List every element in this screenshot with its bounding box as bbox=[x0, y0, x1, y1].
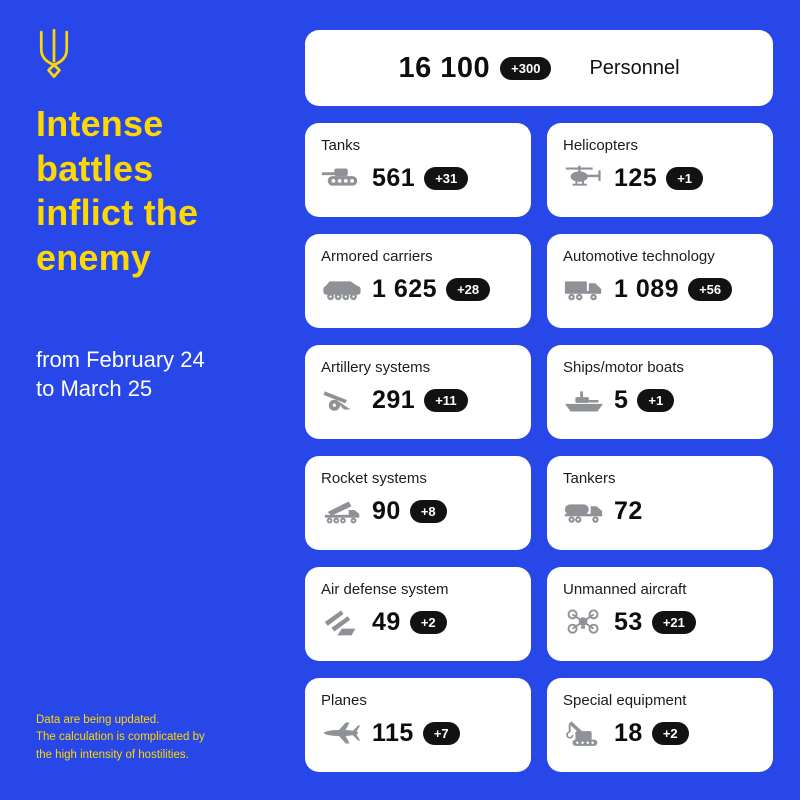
card-stat-row: 72 bbox=[563, 496, 757, 526]
card-label: Rocket systems bbox=[321, 470, 427, 487]
card-label: Unmanned aircraft bbox=[563, 581, 687, 598]
card-stat-row: 291 +11 bbox=[321, 385, 515, 415]
card-value: 1 089 bbox=[614, 274, 680, 303]
card-value: 291 bbox=[372, 385, 416, 414]
card-value: 5 bbox=[614, 385, 629, 414]
personnel-value-group: 16 100 +300 bbox=[398, 51, 552, 85]
footer-note: Data are being updated. The calculation … bbox=[36, 714, 205, 761]
card-stat-row: 561 +31 bbox=[321, 163, 515, 193]
card-value: 49 bbox=[372, 607, 401, 636]
stat-card: Ships/motor boats 5 +1 bbox=[547, 345, 773, 439]
card-value: 90 bbox=[372, 496, 401, 525]
jet-plane-icon bbox=[321, 718, 363, 748]
stat-card: Helicopters 125 +1 bbox=[547, 123, 773, 217]
stats-grid: 16 100 +300 Personnel Tanks 561 +31 Heli… bbox=[305, 30, 773, 772]
card-stat-row: 49 +2 bbox=[321, 607, 515, 637]
personnel-value: 16 100 bbox=[398, 51, 491, 84]
card-label: Automotive technology bbox=[563, 248, 715, 265]
card-label: Artillery systems bbox=[321, 359, 431, 376]
stat-card: Armored carriers 1 625 +28 bbox=[305, 234, 531, 328]
personnel-card: 16 100 +300 Personnel bbox=[305, 30, 773, 106]
card-delta-badge: +1 bbox=[637, 388, 675, 412]
card-delta-badge: +21 bbox=[651, 610, 696, 634]
crane-icon bbox=[563, 718, 605, 748]
card-label: Air defense system bbox=[321, 581, 449, 598]
page-title: Intense battles inflict the enemy bbox=[36, 103, 199, 278]
card-value: 115 bbox=[372, 718, 414, 747]
truck-icon bbox=[563, 274, 605, 304]
card-value: 1 625 bbox=[372, 274, 438, 303]
card-stat-row: 115 +7 bbox=[321, 718, 515, 748]
card-label: Helicopters bbox=[563, 137, 639, 154]
stat-card: Tanks 561 +31 bbox=[305, 123, 531, 217]
card-label: Armored carriers bbox=[321, 248, 433, 265]
armored-carrier-icon bbox=[321, 274, 363, 304]
personnel-label: Personnel bbox=[589, 56, 680, 79]
card-stat-row: 18 +2 bbox=[563, 718, 757, 748]
card-delta-badge: +28 bbox=[446, 277, 491, 301]
stat-card: Air defense system 49 +2 bbox=[305, 567, 531, 661]
artillery-icon bbox=[321, 385, 363, 415]
card-delta-badge: +56 bbox=[688, 277, 733, 301]
card-stat-row: 5 +1 bbox=[563, 385, 757, 415]
card-label: Tankers bbox=[563, 470, 616, 487]
card-delta-badge: +2 bbox=[651, 721, 689, 745]
tank-icon bbox=[321, 163, 363, 193]
card-label: Ships/motor boats bbox=[563, 359, 684, 376]
card-delta-badge: +11 bbox=[424, 388, 468, 412]
card-value: 561 bbox=[372, 163, 416, 192]
card-value: 125 bbox=[614, 163, 658, 192]
card-label: Special equipment bbox=[563, 692, 687, 709]
card-value: 18 bbox=[614, 718, 643, 747]
personnel-delta-badge: +300 bbox=[500, 56, 552, 80]
card-delta-badge: +31 bbox=[424, 166, 469, 190]
card-label: Tanks bbox=[321, 137, 361, 154]
card-delta-badge: +2 bbox=[409, 610, 447, 634]
stat-card: Artillery systems 291 +11 bbox=[305, 345, 531, 439]
card-delta-badge: +8 bbox=[409, 499, 447, 523]
helicopter-icon bbox=[563, 163, 605, 193]
stat-card: Special equipment 18 +2 bbox=[547, 678, 773, 772]
stat-card: Automotive technology 1 089 +56 bbox=[547, 234, 773, 328]
card-value: 53 bbox=[614, 607, 643, 636]
ukraine-trident-icon bbox=[39, 28, 69, 78]
card-stat-row: 1 089 +56 bbox=[563, 274, 757, 304]
rocket-launcher-icon bbox=[321, 496, 363, 526]
card-stat-row: 90 +8 bbox=[321, 496, 515, 526]
card-stat-row: 53 +21 bbox=[563, 607, 757, 637]
stat-card: Tankers 72 bbox=[547, 456, 773, 550]
card-stat-row: 125 +1 bbox=[563, 163, 757, 193]
card-value: 72 bbox=[614, 496, 643, 525]
card-delta-badge: +7 bbox=[422, 721, 460, 745]
card-delta-badge: +1 bbox=[666, 166, 704, 190]
tanker-truck-icon bbox=[563, 496, 605, 526]
stat-card: Rocket systems 90 +8 bbox=[305, 456, 531, 550]
stat-card: Unmanned aircraft 53 +21 bbox=[547, 567, 773, 661]
stat-card: Planes 115 +7 bbox=[305, 678, 531, 772]
date-range: from February 24 to March 25 bbox=[36, 347, 205, 402]
drone-icon bbox=[563, 607, 605, 637]
card-stat-row: 1 625 +28 bbox=[321, 274, 515, 304]
ship-icon bbox=[563, 385, 605, 415]
air-defense-icon bbox=[321, 607, 363, 637]
card-label: Planes bbox=[321, 692, 367, 709]
